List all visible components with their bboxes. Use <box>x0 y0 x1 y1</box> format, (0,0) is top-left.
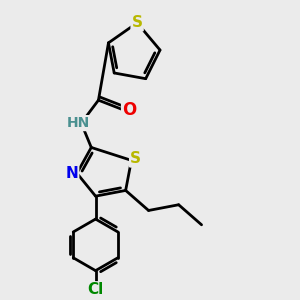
Text: O: O <box>122 101 136 119</box>
Text: N: N <box>65 166 78 181</box>
Text: S: S <box>130 152 141 166</box>
Text: S: S <box>132 15 142 30</box>
Text: Cl: Cl <box>87 282 104 297</box>
Text: HN: HN <box>67 116 90 130</box>
